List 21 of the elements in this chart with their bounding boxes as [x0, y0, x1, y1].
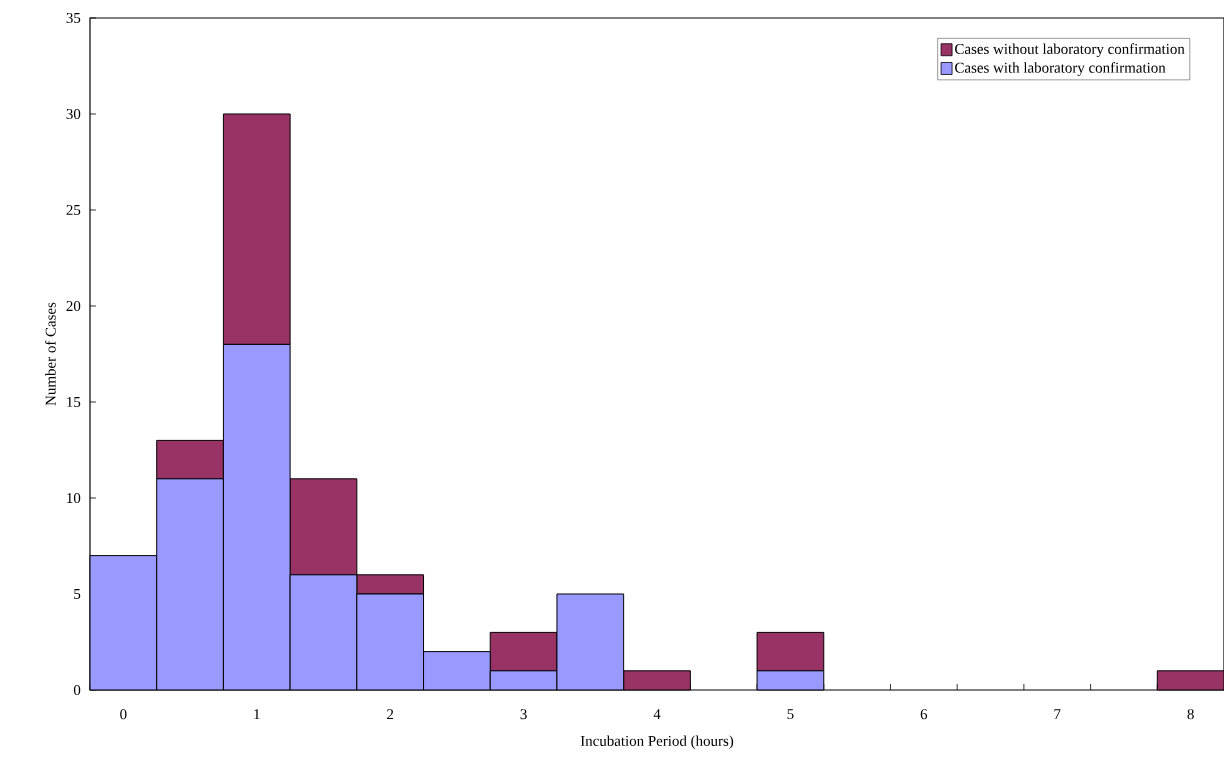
x-tick-label: 8 [1187, 709, 1194, 720]
x-tick-label: 4 [653, 709, 661, 720]
x-tick-label: 0 [120, 709, 127, 720]
y-tick-label: 30 [66, 108, 81, 120]
y-tick-label: 0 [73, 684, 81, 696]
y-axis-title: Number of Cases [45, 302, 56, 406]
y-tick-label: 5 [74, 589, 81, 599]
y-tick-label: 25 [66, 204, 81, 216]
y-tick-label: 10 [67, 492, 81, 504]
x-tick-label: 2 [387, 709, 394, 720]
x-tick-label: 3 [520, 709, 527, 720]
y-tick-label: 20 [66, 300, 81, 312]
x-axis-title: Incubation Period (hours) [580, 735, 734, 749]
x-tick-label: 7 [1054, 709, 1061, 719]
legend-label: Cases with laboratory confirmation [955, 62, 1166, 76]
legend-label: Cases without laboratory confirmation [955, 43, 1185, 58]
x-tick-label: 1 [254, 709, 260, 720]
x-tick-label: 5 [787, 709, 794, 720]
x-tick-label: 6 [920, 709, 928, 720]
y-tick-label: 35 [66, 12, 81, 24]
y-tick-label: 15 [67, 397, 81, 407]
